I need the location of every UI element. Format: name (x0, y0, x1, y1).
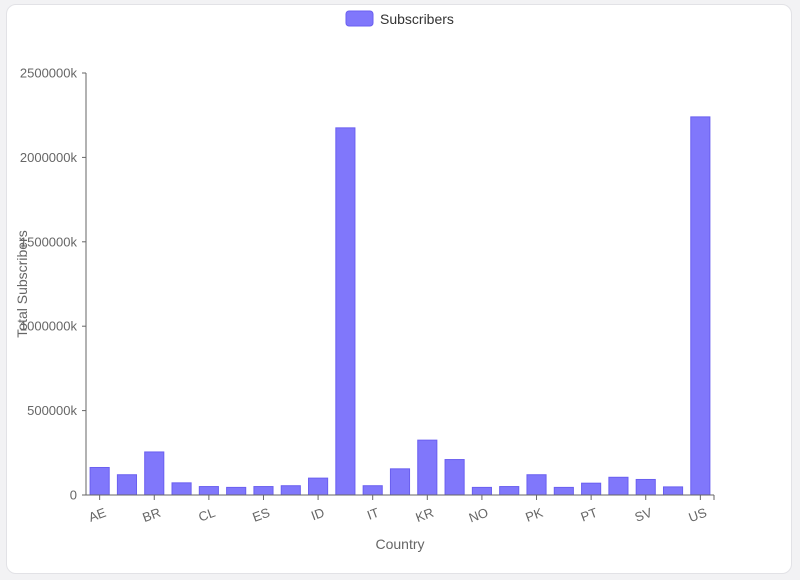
bar-co[interactable] (226, 486, 247, 496)
x-tick-label: ES (250, 505, 272, 525)
bar-sv[interactable] (635, 478, 656, 496)
y-axis-ticks: 0 500000k 1000000k 1500000k 2000000k 2500000k (20, 66, 86, 503)
y-tick-label: 1500000k (20, 234, 78, 249)
axes (85, 73, 715, 500)
x-tick-label: ID (309, 505, 326, 524)
y-tick-label: 2000000k (20, 150, 78, 165)
bar-mx[interactable] (444, 459, 465, 496)
bar-us[interactable] (690, 116, 711, 496)
legend[interactable]: Subscribers (345, 10, 454, 27)
bar-it[interactable] (362, 485, 383, 496)
bar-br[interactable] (144, 451, 165, 496)
x-tick-label: NO (467, 505, 490, 526)
x-tick-label: IT (365, 505, 381, 523)
x-tick-label: PK (523, 505, 545, 525)
bar-no[interactable] (471, 486, 492, 496)
x-tick-label: KR (414, 505, 436, 525)
bar-pl[interactable] (553, 486, 574, 496)
bar-gb[interactable] (280, 485, 301, 496)
y-tick-label: 500000k (27, 403, 77, 418)
bar-ph[interactable] (499, 486, 520, 496)
y-axis-title: Total Subscribers (14, 230, 30, 337)
bar-cl[interactable] (198, 486, 219, 496)
bar-pt[interactable] (581, 482, 602, 496)
x-axis-title: Country (375, 536, 424, 552)
x-tick-label: BR (140, 505, 162, 525)
x-tick-label: PT (579, 505, 600, 525)
bar-sa[interactable] (608, 476, 629, 496)
bar-jp[interactable] (389, 468, 411, 496)
bar-pk[interactable] (526, 474, 547, 496)
bar-id[interactable] (308, 477, 329, 496)
x-axis-ticks: AE BR CL ES ID IT KR NO PK PT SV US (87, 495, 709, 526)
bar-es[interactable] (253, 486, 274, 496)
legend-swatch (345, 10, 374, 27)
y-tick-label: 1000000k (20, 319, 78, 334)
bar-ca[interactable] (171, 482, 192, 496)
x-tick-label: CL (196, 505, 217, 525)
x-tick-label: SV (633, 505, 655, 525)
x-tick-label: AE (87, 505, 109, 525)
bar-ae[interactable] (89, 466, 110, 496)
bar-kr[interactable] (417, 439, 438, 496)
bar-th[interactable] (662, 486, 684, 496)
bar-in[interactable] (335, 127, 356, 496)
bars (89, 116, 711, 496)
x-tick-label: US (687, 505, 709, 525)
y-tick-label: 2500000k (20, 66, 78, 81)
y-tick-label: 0 (70, 488, 77, 503)
bar-ar[interactable] (116, 474, 138, 496)
legend-label-subscribers: Subscribers (380, 11, 454, 27)
